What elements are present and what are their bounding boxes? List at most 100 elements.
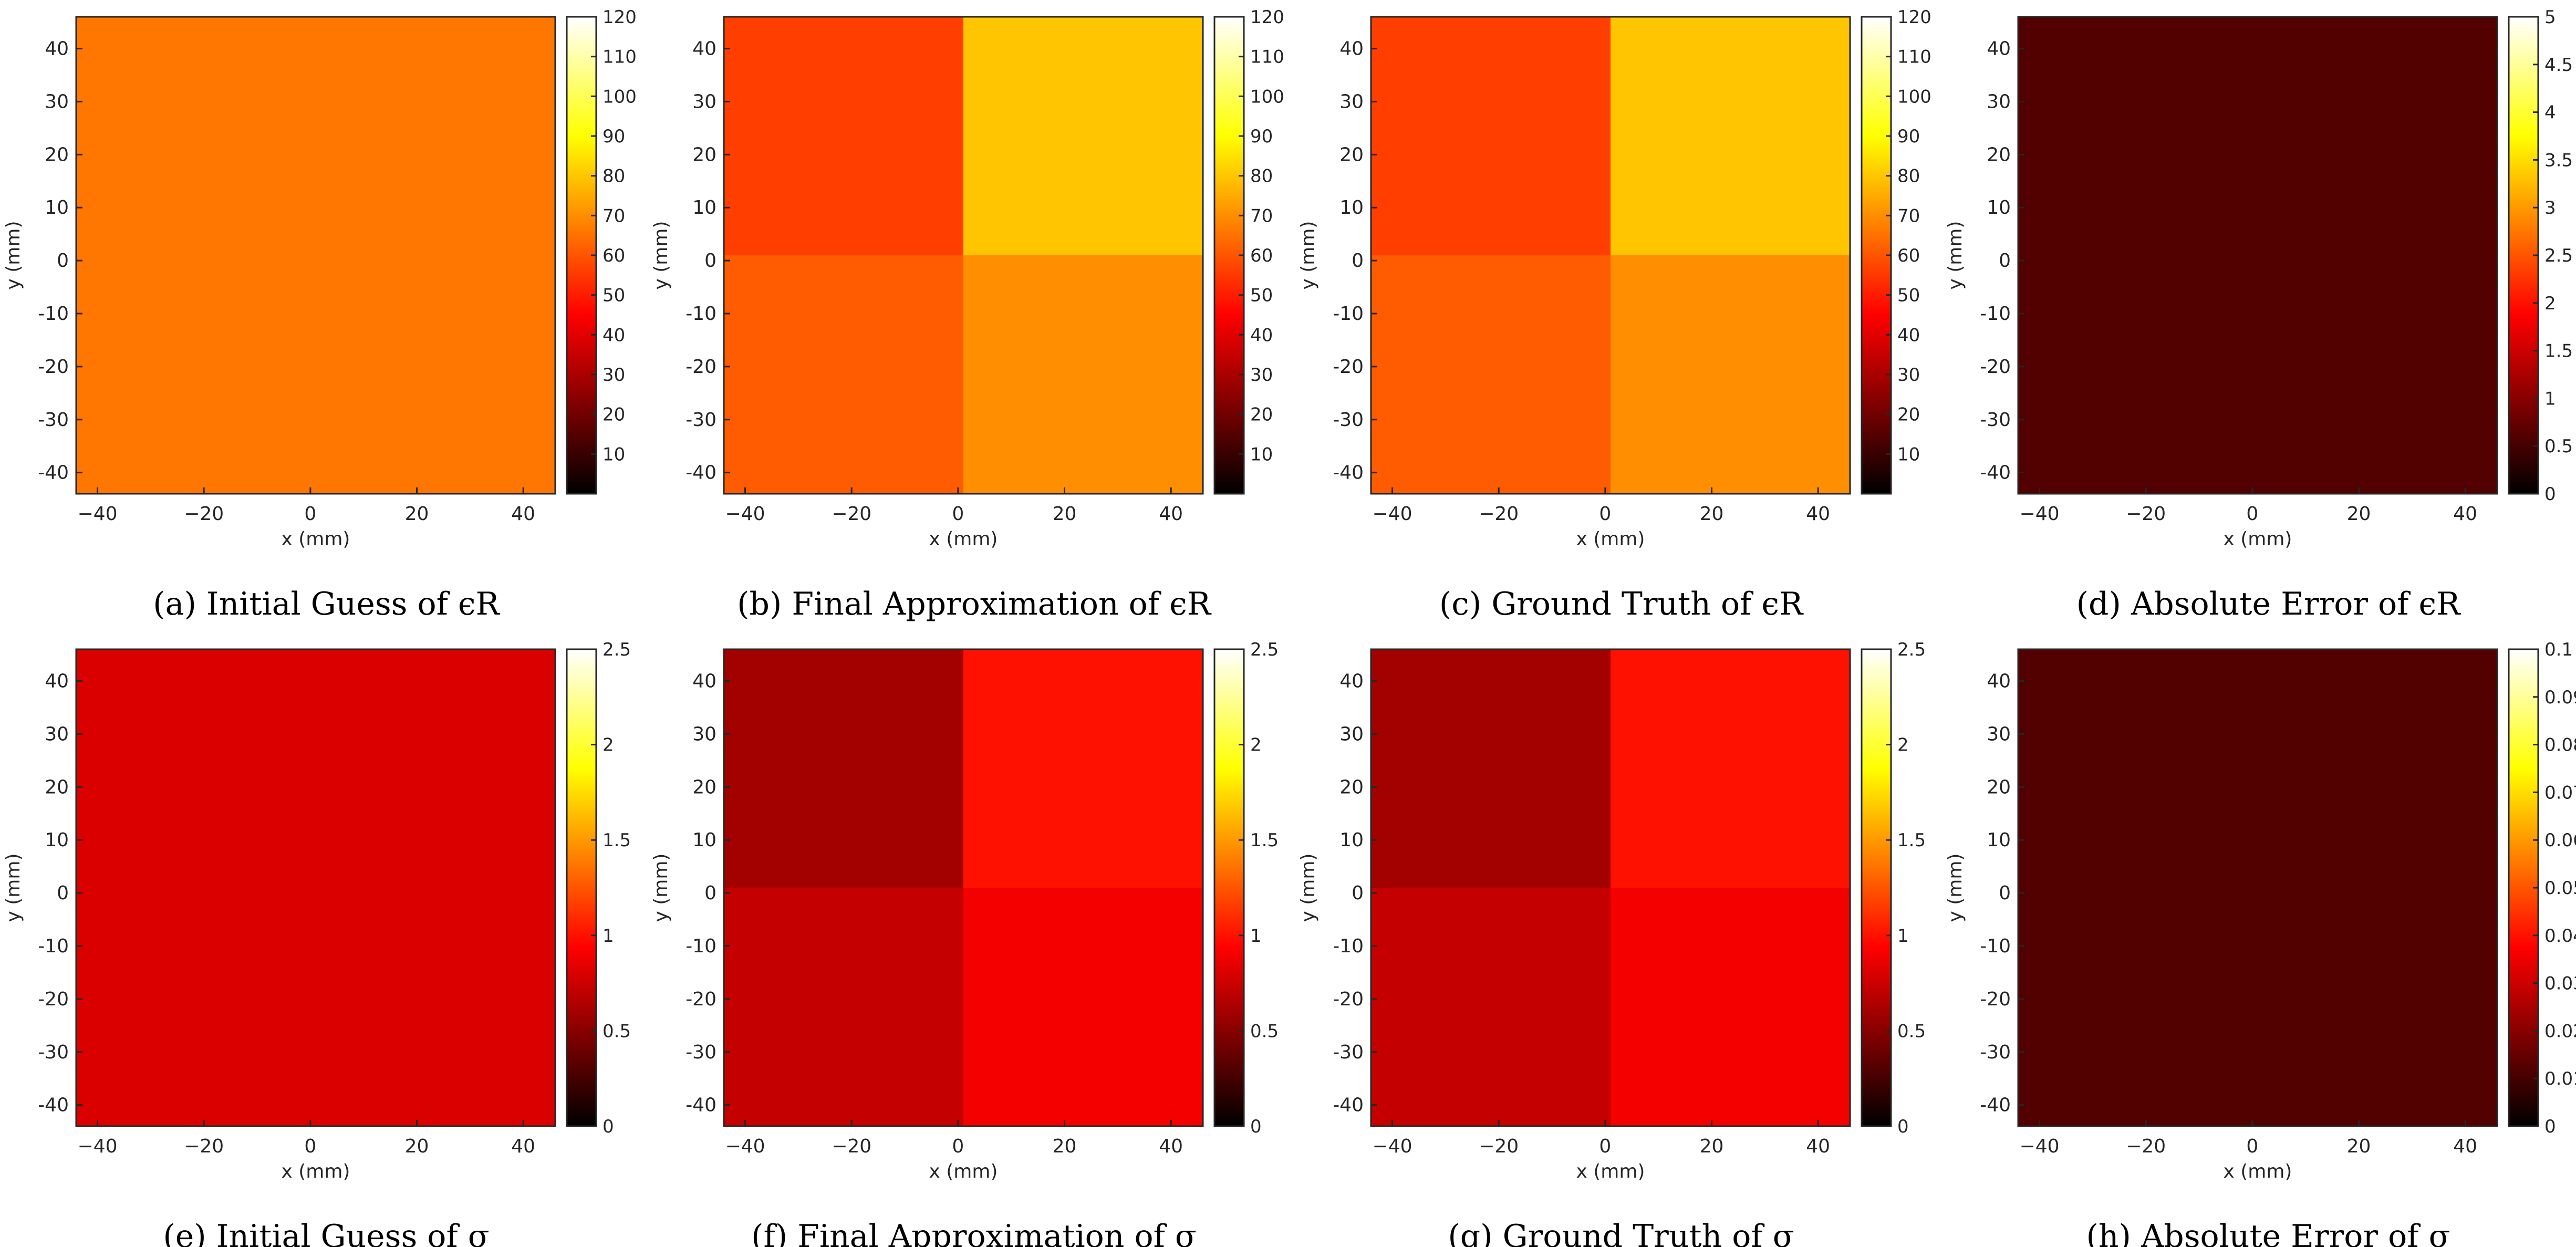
y-tick-label: 20 [1987,144,2011,165]
y-tick-label: 10 [45,197,69,219]
colorbar-tick-label: 30 [603,365,625,386]
y-tick-label: -10 [685,936,716,957]
y-tick-label: -10 [685,303,716,325]
heatmap-region-all [2018,17,2497,494]
y-axis-label: y (mm) [650,854,672,922]
y-tick-label: 0 [1999,250,2011,272]
colorbar-tick-label: 50 [1897,285,1920,306]
colorbar-tick-label: 20 [603,404,625,425]
colorbar-tick-label: 60 [1897,245,1920,266]
y-tick-label: 20 [692,776,716,798]
x-tick-label: −20 [832,1136,871,1157]
subplot-caption: (d) Absolute Error of ϵR [2076,586,2461,622]
colorbar-tick-label: 100 [603,86,637,107]
y-tick-label: -10 [1333,303,1364,325]
y-tick-label: 40 [1987,671,2011,692]
x-tick-label: 0 [304,503,316,525]
heatmap-region-bottom-right [963,255,1203,494]
y-tick-label: -30 [38,1042,69,1063]
heatmap-region-bottom-left [1371,888,1611,1126]
x-tick-label: 0 [1599,1136,1611,1157]
colorbar-tick-label: 0.04 [2544,926,2576,947]
x-tick-label: 40 [1806,1136,1830,1157]
plot-frame [1370,648,1851,1127]
y-tick-label: 30 [45,91,69,112]
x-tick-label: −40 [78,1136,118,1157]
colorbar-tick-label: 1.5 [603,830,631,851]
x-axis-label: x (mm) [1576,528,1645,550]
y-tick-label: -40 [685,1095,716,1116]
heatmap-region-all [76,17,555,494]
colorbar-tick-label: 0.09 [2544,687,2576,708]
colorbar-tick-label: 0.5 [1897,1021,1926,1042]
colorbar-tick-label: 2.5 [2544,245,2573,266]
colorbar-tick-label: 100 [1897,86,1931,107]
y-axis-label: y (mm) [3,854,24,922]
x-tick-label: −40 [725,1136,765,1157]
heatmap-region-bottom-left [1371,255,1611,494]
colorbar-tick-label: 1 [603,926,614,947]
x-tick-label: −40 [78,503,118,525]
colorbar-tick-label: 0.03 [2544,973,2576,994]
colorbar-tick-label: 120 [603,7,637,28]
y-tick-label: 30 [1339,91,1364,112]
colorbar-tick-label: 70 [1897,205,1920,226]
colorbar-tick-label: 50 [603,285,625,306]
y-axis-label: y (mm) [1297,221,1319,290]
heatmap-region-top-right [963,17,1203,255]
y-tick-label: 0 [1352,882,1364,904]
plot-frame [75,648,556,1127]
colorbar-tick-label: 80 [1897,166,1920,187]
colorbar-tick-label: 0.02 [2544,1021,2576,1042]
y-tick-label: 30 [1987,723,2011,745]
y-axis-label: y (mm) [1945,854,1966,922]
y-tick-label: 0 [57,250,69,272]
colorbar-tick-label: 0.5 [1250,1021,1279,1042]
colorbar-tick-label: 50 [1250,285,1273,306]
heatmap-region-bottom-right [1611,888,1850,1126]
subplot-caption: (g) Ground Truth of σ [1448,1218,1794,1247]
y-tick-label: -30 [1333,1042,1364,1063]
y-tick-label: -20 [38,989,69,1010]
x-tick-label: 40 [1806,503,1830,525]
colorbar-tick-label: 70 [603,205,625,226]
y-tick-label: -20 [1333,356,1364,378]
subplot-caption: (e) Initial Guess of σ [163,1218,489,1247]
colorbar-tick-label: 0.5 [2544,436,2573,457]
colorbar-tick-label: 0.5 [603,1021,631,1042]
heatmap-region-bottom-right [963,888,1203,1126]
colorbar-tick-label: 80 [1250,166,1273,187]
x-tick-label: −40 [725,503,765,525]
heatmap-region-bottom-left [724,255,963,494]
colorbar-tick-label: 1 [1250,926,1262,947]
x-tick-label: 20 [1700,1136,1724,1157]
colorbar-tick-label: 40 [1250,325,1273,346]
colorbar [1214,649,1244,1126]
plot-frame [1370,16,1851,495]
y-tick-label: -30 [1980,409,2011,431]
y-tick-label: 40 [692,671,716,692]
x-tick-label: −40 [2020,503,2060,525]
subplot-caption: (a) Initial Guess of ϵR [153,586,500,622]
colorbar-tick-label: 90 [1250,126,1273,147]
colorbar-tick-label: 120 [1250,7,1284,28]
colorbar-tick-label: 0.07 [2544,782,2576,803]
x-axis-label: x (mm) [282,1161,350,1182]
y-tick-label: 40 [45,38,69,60]
colorbar-tick-label: 0 [2544,484,2556,505]
y-tick-label: 20 [45,144,69,165]
y-axis-label: y (mm) [3,221,24,290]
colorbar-tick-label: 1.5 [2544,341,2573,362]
y-tick-label: 10 [1339,829,1364,851]
colorbar-tick-label: 4.5 [2544,55,2573,76]
heatmap-region-top-right [1611,649,1850,888]
y-tick-label: 30 [1339,723,1364,745]
colorbar-tick-label: 1 [1897,926,1909,947]
y-tick-label: 20 [1987,776,2011,798]
heatmap-region-top-left [1371,649,1611,888]
heatmap-region-top-left [1371,17,1611,255]
